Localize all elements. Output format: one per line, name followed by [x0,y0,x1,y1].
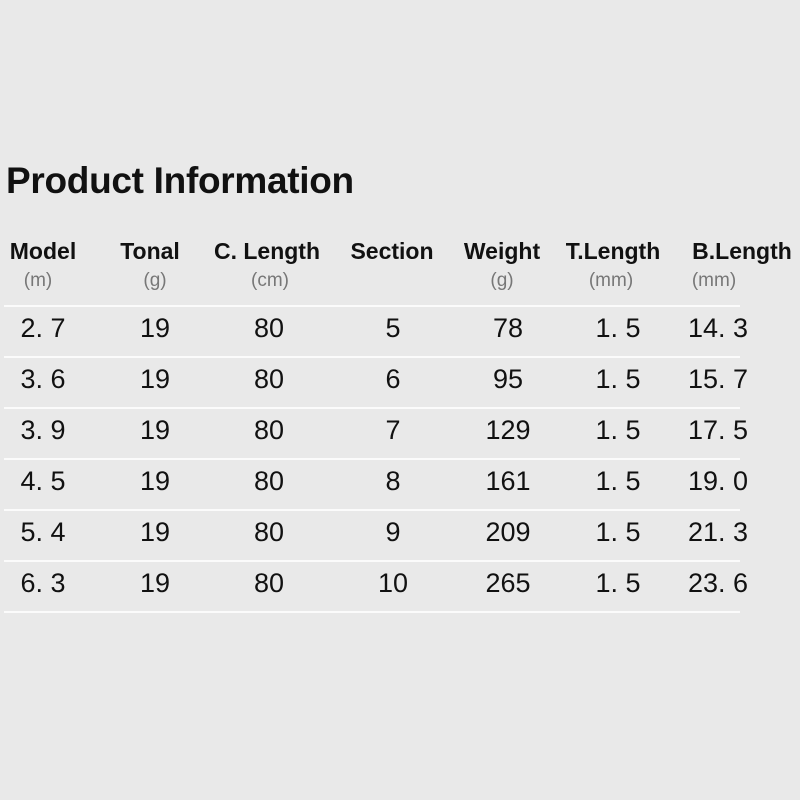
cell-t-length: 1. 5 [595,568,641,598]
unit-t-length: (mm) [588,270,634,291]
row-divider [4,407,740,409]
unit-weight: (g) [490,270,514,291]
cell-b-length: 14. 3 [687,313,749,343]
cell-c-length: 80 [253,466,285,496]
header-b-length: B.Length [692,238,792,264]
cell-t-length: 1. 5 [595,517,641,547]
unit-b-length: (mm) [691,270,737,291]
row-divider [4,458,740,460]
cell-model: 6. 3 [20,568,66,598]
cell-tonal: 19 [139,466,171,496]
cell-weight: 265 [485,568,531,598]
cell-model: 3. 6 [20,364,66,394]
cell-c-length: 80 [253,568,285,598]
cell-weight: 95 [492,364,524,394]
cell-t-length: 1. 5 [595,415,641,445]
header-t-length: T.Length [565,238,661,264]
cell-weight: 209 [485,517,531,547]
row-divider [4,509,740,511]
cell-tonal: 19 [139,568,171,598]
row-divider [4,305,740,307]
cell-tonal: 19 [139,415,171,445]
cell-model: 4. 5 [20,466,66,496]
cell-c-length: 80 [253,415,285,445]
cell-c-length: 80 [253,517,285,547]
unit-model: (m) [23,270,53,291]
cell-t-length: 1. 5 [595,466,641,496]
page-title: Product Information [6,160,354,201]
cell-b-length: 19. 0 [687,466,749,496]
cell-t-length: 1. 5 [595,313,641,343]
header-section: Section [350,238,434,264]
cell-model: 5. 4 [20,517,66,547]
cell-t-length: 1. 5 [595,364,641,394]
header-c-length: C. Length [213,238,321,264]
cell-b-length: 17. 5 [687,415,749,445]
cell-tonal: 19 [139,517,171,547]
cell-b-length: 15. 7 [687,364,749,394]
cell-section: 8 [385,466,401,496]
cell-weight: 161 [485,466,531,496]
cell-section: 9 [385,517,401,547]
cell-section: 5 [385,313,401,343]
row-divider [4,611,740,613]
row-divider [4,560,740,562]
cell-section: 6 [385,364,401,394]
cell-section: 7 [385,415,401,445]
cell-b-length: 21. 3 [687,517,749,547]
cell-c-length: 80 [253,364,285,394]
cell-section: 10 [377,568,409,598]
cell-model: 3. 9 [20,415,66,445]
cell-b-length: 23. 6 [687,568,749,598]
cell-weight: 129 [485,415,531,445]
header-tonal: Tonal [120,238,180,264]
cell-tonal: 19 [139,313,171,343]
row-divider [4,356,740,358]
header-model: Model [9,238,77,264]
cell-weight: 78 [492,313,524,343]
unit-tonal: (g) [143,270,167,291]
cell-model: 2. 7 [20,313,66,343]
cell-tonal: 19 [139,364,171,394]
unit-c-length: (cm) [251,270,289,291]
header-weight: Weight [463,238,541,264]
cell-c-length: 80 [253,313,285,343]
